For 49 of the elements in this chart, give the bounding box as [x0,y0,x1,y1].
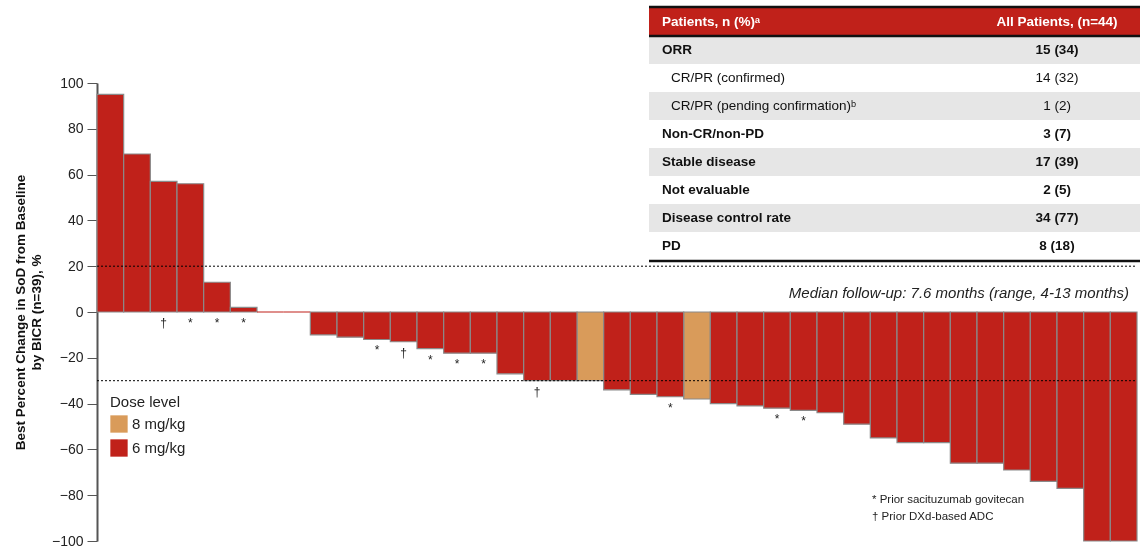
text: 15 (34) [1035,42,1079,57]
data-label: * [481,357,487,372]
y-tick-label: −80 [59,486,84,503]
data-label: * [454,357,460,372]
data-label: † [160,316,168,330]
data-label: * [428,352,433,367]
data-label: * [214,316,220,330]
annotation: * Prior sacituzumab govitecan [872,493,1025,505]
data-label: * [668,400,673,415]
annotation: 34 (77) [1035,210,1079,225]
y-tick-label: −60 [59,440,84,457]
annotation: Disease control rate [662,210,792,225]
y-axis-title: Best Percent Change in SoD from Baseline by BICR (n=39), % [13,174,44,451]
annotation: Stable disease [662,154,757,169]
annotation: 14 (32) [1035,70,1079,85]
legend-title: Dose level [110,393,181,410]
y-tick-label: 0 [75,303,84,320]
legend-label: 6 mg/kg [132,439,186,456]
y-tick-label: −100 [51,532,84,548]
annotation: CR/PR (pending confirmation)ᵇ [671,98,857,113]
data-label: † [533,384,541,399]
data-label: * [241,316,247,330]
y-tick-label: 40 [67,211,84,228]
legend-label: 8 mg/kg [132,415,186,432]
annotation: 3 (7) [1043,126,1071,141]
annotation: 8 (18) [1039,238,1075,253]
data-label: * [188,316,193,330]
data-label: * [774,412,780,427]
y-tick-label: −40 [59,395,84,412]
text: All Patients, (n=44) [996,14,1118,29]
text: ORR [662,42,693,57]
annotation: 1 (2) [1043,98,1071,113]
annotation: Non-CR/non-PD [662,126,765,141]
annotation: 17 (39) [1035,154,1079,169]
y-tick-label: 100 [60,74,84,91]
y-tick-label: 60 [67,166,84,183]
data-label: * [374,343,380,358]
data-label: † [400,345,408,360]
annotation: 2 (5) [1043,182,1071,197]
y-tick-label: 80 [67,120,84,137]
text: Patients, n (%)ᵃ [662,14,762,29]
data-label: * [801,414,807,429]
annotation: Not evaluable [662,182,751,197]
y-tick-label: 20 [67,257,84,274]
annotation: † Prior DXd-based ADC [872,510,994,522]
annotation: Median follow-up: 7.6 months (range, 4-13 months) [788,284,1129,301]
annotation: CR/PR (confirmed) [671,70,786,85]
y-tick-label: −20 [59,349,84,366]
annotation: PD [662,238,681,253]
